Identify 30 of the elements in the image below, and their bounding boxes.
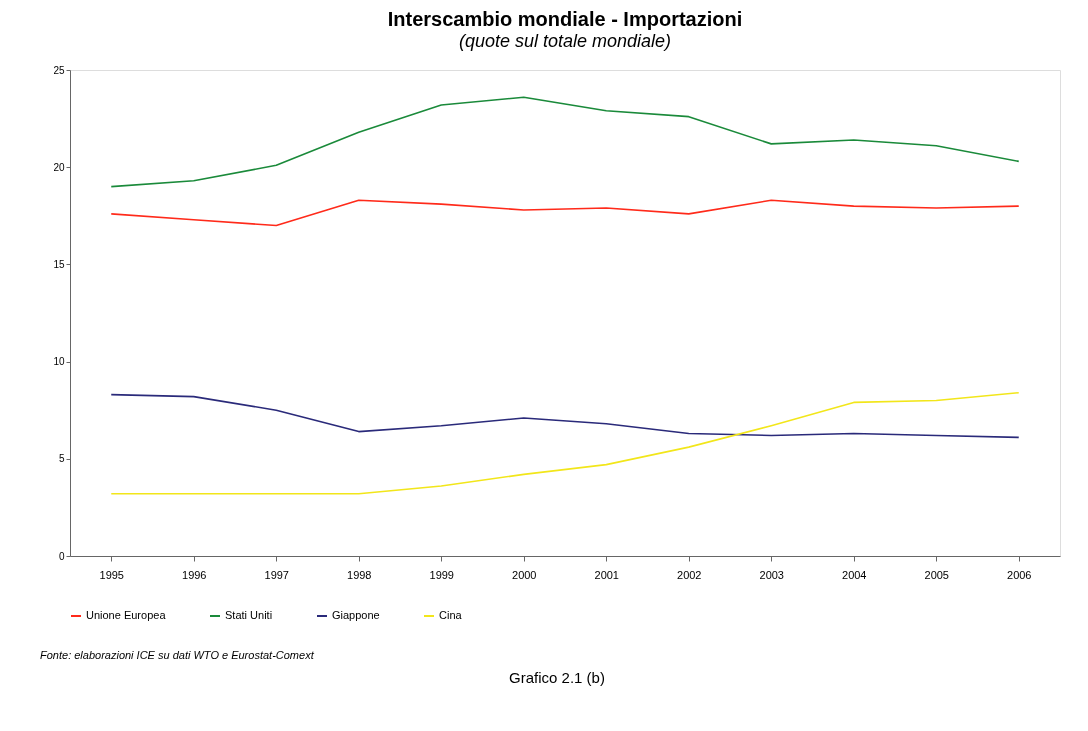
x-tick-label: 2003 bbox=[759, 568, 784, 581]
text: Grafico 2.1 (b) bbox=[509, 669, 605, 686]
y-tick-label: 15 bbox=[53, 258, 65, 270]
x-tick-label: 2001 bbox=[594, 568, 619, 581]
x-tick-label: 1998 bbox=[347, 568, 372, 581]
x-tick-label: 1997 bbox=[264, 568, 289, 581]
line-series bbox=[110, 393, 1020, 439]
y-tick-label: 25 bbox=[53, 64, 65, 76]
y-tick-label: 20 bbox=[53, 161, 65, 173]
x-tick-label: 1996 bbox=[182, 568, 207, 581]
legend-label: Unione Europea bbox=[86, 609, 167, 621]
x-tick-label: 2006 bbox=[1007, 568, 1032, 581]
chart-subtitle: (quote sul totale mondiale) bbox=[458, 31, 672, 51]
y-tick-label: 0 bbox=[58, 550, 65, 562]
x-tick-label: 1995 bbox=[99, 568, 124, 581]
legend-label: Giappone bbox=[332, 609, 380, 621]
chart-title: Interscambio mondiale - Importazioni bbox=[387, 8, 743, 30]
source-note: Fonte: elaborazioni ICE su dati WTO e Eurostat-Comext bbox=[40, 649, 315, 661]
line-series bbox=[110, 96, 1020, 188]
x-tick-label: 2005 bbox=[924, 568, 949, 581]
x-tick-label: 2002 bbox=[677, 568, 702, 581]
legend-label: Cina bbox=[439, 609, 463, 621]
x-tick-label: 2004 bbox=[842, 568, 867, 581]
line-series bbox=[110, 199, 1020, 227]
line-series bbox=[110, 391, 1020, 495]
x-tick-label: 1999 bbox=[429, 568, 454, 581]
x-tick-label: 2000 bbox=[512, 568, 537, 581]
y-tick-label: 5 bbox=[58, 453, 65, 465]
legend-label: Stati Uniti bbox=[225, 609, 273, 621]
y-tick-label: 10 bbox=[53, 356, 65, 368]
